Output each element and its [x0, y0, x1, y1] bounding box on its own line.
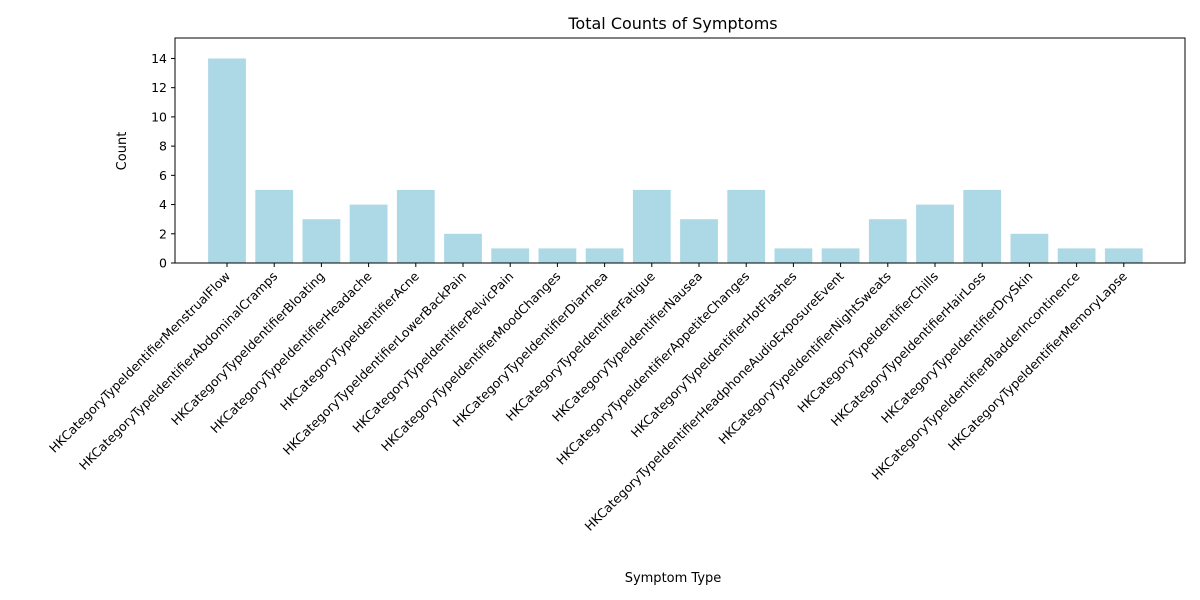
x-tick-label: HKCategoryTypeIdentifierNightSweats: [715, 269, 894, 448]
bar-headache: [349, 204, 388, 263]
x-tick-label: HKCategoryTypeIdentifierMoodChanges: [378, 269, 564, 455]
x-axis-label: Symptom Type: [625, 571, 722, 586]
y-axis: 0 2 4 6 8 10 12 14: [151, 51, 175, 271]
y-axis-label: Count: [115, 132, 130, 171]
bar-bloating: [302, 219, 341, 263]
bar-hairloss: [963, 189, 1002, 263]
bar-dryskin: [1010, 233, 1049, 263]
x-tick-label: HKCategoryTypeIdentifierHotFlashes: [628, 269, 800, 441]
bar-acne: [396, 189, 435, 263]
y-tick-label: 12: [151, 80, 167, 95]
chart-title: Total Counts of Symptoms: [567, 14, 777, 33]
y-tick-label: 6: [159, 168, 167, 183]
y-tick-label: 0: [159, 256, 167, 271]
bar-fatigue: [632, 189, 671, 263]
bar-abdominalcramps: [255, 189, 294, 263]
bar-menstrualflow: [208, 58, 246, 263]
bar-bladderincontinence: [1057, 248, 1096, 263]
x-tick-label: HKCategoryTypeIdentifierMemoryLapse: [945, 268, 1130, 453]
y-tick-label: 10: [151, 109, 167, 124]
bar-headphoneaudioexposureevent: [821, 248, 860, 263]
bar-nausea: [680, 219, 718, 263]
y-tick-label: 8: [159, 139, 167, 154]
bar-hotflashes: [774, 248, 813, 263]
bar-diarrhea: [585, 248, 624, 263]
bar-pelvicpain: [491, 248, 530, 263]
bars-group: [208, 58, 1143, 263]
bar-lowerbackpain: [444, 233, 482, 263]
bar-chills: [916, 204, 954, 263]
y-tick-label: 4: [159, 197, 167, 212]
bar-nightsweats: [868, 219, 907, 263]
bar-memorylapse: [1104, 248, 1143, 263]
y-tick-label: 14: [151, 51, 167, 66]
x-tick-label: HKCategoryTypeIdentifierAbdominalCramps: [76, 269, 280, 473]
bar-moodchanges: [538, 248, 577, 263]
y-tick-label: 2: [159, 226, 167, 241]
x-tick-label: HKCategoryTypeIdentifierMenstrualFlow: [46, 269, 233, 456]
x-axis: HKCategoryTypeIdentifierMenstrualFlowHKC…: [46, 263, 1130, 534]
bar-appetitechanges: [727, 189, 766, 263]
plot-frame: [174, 37, 1186, 264]
